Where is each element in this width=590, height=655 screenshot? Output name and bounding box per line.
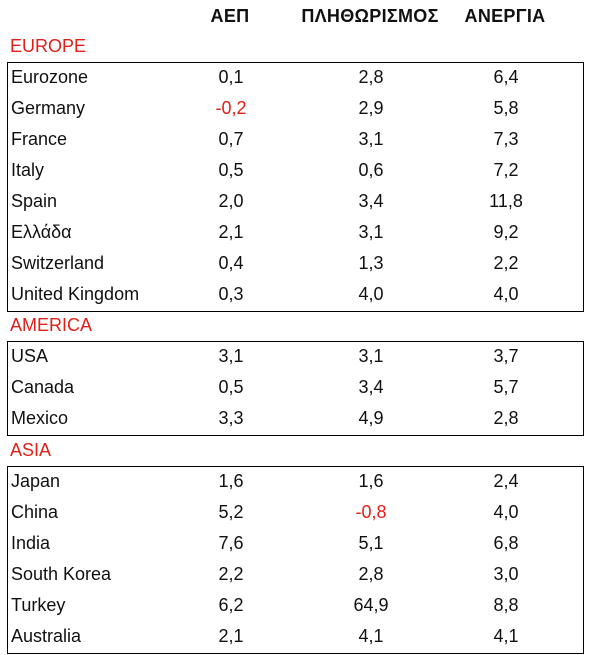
region-table-europe: Eurozone 0,1 2,8 6,4 Germany -0,2 2,9 5,8 France…: [7, 62, 584, 312]
country-name: China: [11, 502, 59, 522]
gdp-value: 2,1: [218, 222, 244, 242]
gdp-value: 0,3: [218, 284, 244, 304]
inflation-value: 3,4: [358, 377, 384, 397]
table-row: France 0,7 3,1 7,3: [8, 125, 583, 156]
gdp-value: -0,2: [215, 98, 247, 118]
unemployment-value: 4,0: [493, 502, 519, 522]
gdp-value: 0,5: [218, 160, 244, 180]
table-row: Mexico 3,3 4,9 2,8: [8, 404, 583, 435]
country-name: Switzerland: [11, 253, 105, 273]
region-table-america: USA 3,1 3,1 3,7 Canada 0,5 3,4 5,7 Mexico 3,3 4,9 2…: [7, 341, 584, 436]
table-row: Eurozone 0,1 2,8 6,4: [8, 63, 583, 94]
region-table-asia: Japan 1,6 1,6 2,4 China 5,2 -0,8 4,0 India 7,6 5,1…: [7, 466, 584, 654]
inflation-value: 2,8: [358, 564, 384, 584]
table-row: Japan 1,6 1,6 2,4: [8, 467, 583, 498]
column-header-inflation: ΠΛΗΘΩΡΙΣΜΟΣ: [301, 6, 439, 26]
region-label-asia: ASIA: [10, 440, 52, 460]
inflation-value: 64,9: [353, 595, 389, 615]
inflation-value: 0,6: [358, 160, 384, 180]
country-name: Turkey: [11, 595, 66, 615]
unemployment-value: 5,7: [493, 377, 519, 397]
gdp-value: 0,7: [218, 129, 244, 149]
gdp-value: 2,0: [218, 191, 244, 211]
table-row: Canada 0,5 3,4 5,7: [8, 373, 583, 404]
table-row: Spain 2,0 3,4 11,8: [8, 187, 583, 218]
country-name: Ελλάδα: [11, 222, 72, 242]
unemployment-value: 8,8: [493, 595, 519, 615]
inflation-value: 2,8: [358, 67, 384, 87]
unemployment-value: 3,7: [493, 346, 519, 366]
inflation-value: 1,6: [358, 471, 384, 491]
gdp-value: 0,5: [218, 377, 244, 397]
country-name: Italy: [11, 160, 45, 180]
country-name: Germany: [11, 98, 86, 118]
gdp-value: 2,1: [218, 626, 244, 646]
unemployment-value: 2,8: [493, 408, 519, 428]
region-label-america: AMERICA: [10, 315, 93, 335]
table-row: Italy 0,5 0,6 7,2: [8, 156, 583, 187]
column-header-unemployment: ΑΝΕΡΓΙΑ: [464, 6, 546, 26]
table-row: Turkey 6,2 64,9 8,8: [8, 591, 583, 622]
inflation-value: 1,3: [358, 253, 384, 273]
country-name: Australia: [11, 626, 82, 646]
unemployment-value: 6,8: [493, 533, 519, 553]
gdp-value: 5,2: [218, 502, 244, 522]
table-row: China 5,2 -0,8 4,0: [8, 498, 583, 529]
country-name: Canada: [11, 377, 75, 397]
unemployment-value: 7,3: [493, 129, 519, 149]
unemployment-value: 2,2: [493, 253, 519, 273]
unemployment-value: 7,2: [493, 160, 519, 180]
inflation-value: 5,1: [358, 533, 384, 553]
country-name: Eurozone: [11, 67, 89, 87]
unemployment-value: 3,0: [493, 564, 519, 584]
country-name: USA: [11, 346, 49, 366]
gdp-value: 6,2: [218, 595, 244, 615]
unemployment-value: 9,2: [493, 222, 519, 242]
gdp-value: 0,4: [218, 253, 244, 273]
inflation-value: 4,9: [358, 408, 384, 428]
inflation-value: 2,9: [358, 98, 384, 118]
inflation-value: 3,1: [358, 346, 384, 366]
table-row: South Korea 2,2 2,8 3,0: [8, 560, 583, 591]
country-name: Japan: [11, 471, 61, 491]
unemployment-value: 5,8: [493, 98, 519, 118]
table-row: Switzerland 0,4 1,3 2,2: [8, 249, 583, 280]
unemployment-value: 2,4: [493, 471, 519, 491]
table-row: Germany -0,2 2,9 5,8: [8, 94, 583, 125]
inflation-value: 3,4: [358, 191, 384, 211]
country-name: Spain: [11, 191, 58, 211]
gdp-value: 1,6: [218, 471, 244, 491]
region-label-europe: EUROPE: [10, 36, 87, 56]
unemployment-value: 11,8: [489, 191, 523, 211]
inflation-value: 4,0: [358, 284, 384, 304]
country-name: United Kingdom: [11, 284, 140, 304]
country-name: Mexico: [11, 408, 69, 428]
table-row: India 7,6 5,1 6,8: [8, 529, 583, 560]
column-header-gdp: ΑΕΠ: [210, 6, 250, 26]
table-row: Ελλάδα 2,1 3,1 9,2: [8, 218, 583, 249]
unemployment-value: 6,4: [493, 67, 519, 87]
inflation-value: -0,8: [355, 502, 387, 522]
country-name: France: [11, 129, 68, 149]
gdp-value: 0,1: [218, 67, 244, 87]
unemployment-value: 4,0: [493, 284, 519, 304]
gdp-value: 3,3: [218, 408, 244, 428]
gdp-value: 3,1: [218, 346, 244, 366]
unemployment-value: 4,1: [493, 626, 519, 646]
table-row: United Kingdom 0,3 4,0 4,0: [8, 280, 583, 311]
inflation-value: 3,1: [358, 129, 384, 149]
gdp-value: 7,6: [218, 533, 244, 553]
column-header-row: ΑΕΠ ΠΛΗΘΩΡΙΣΜΟΣ ΑΝΕΡΓΙΑ: [0, 0, 590, 32]
gdp-value: 2,2: [218, 564, 244, 584]
country-name: South Korea: [11, 564, 112, 584]
table-row: USA 3,1 3,1 3,7: [8, 342, 583, 373]
inflation-value: 4,1: [358, 626, 384, 646]
country-name: India: [11, 533, 51, 553]
inflation-value: 3,1: [358, 222, 384, 242]
table-row: Australia 2,1 4,1 4,1: [8, 622, 583, 653]
